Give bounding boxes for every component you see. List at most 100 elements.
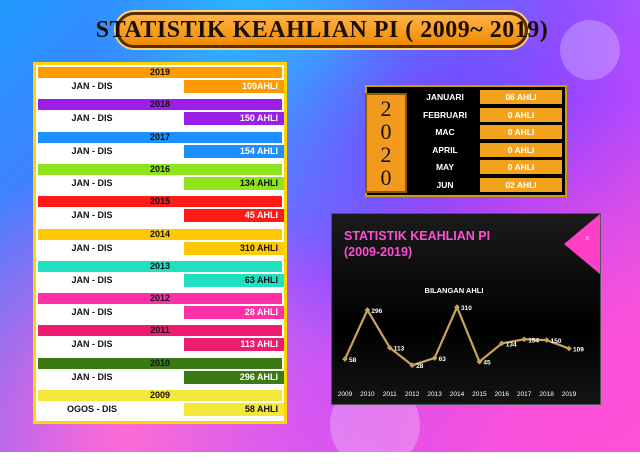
data-label: 113: [394, 346, 405, 353]
month-value: 0 AHLI: [480, 125, 562, 140]
data-point: [364, 307, 371, 313]
month-label: JANUARI: [426, 92, 464, 102]
yearly-stats-panel: 2019 JAN - DIS 109AHLI 2018 JAN - DIS 150 AHL…: [33, 62, 287, 424]
year-header: 2019: [38, 67, 282, 78]
member-count-value: 134 AHLI: [184, 176, 284, 190]
period-label: JAN - DIS: [71, 145, 113, 156]
member-count-value: 28 AHLI: [184, 306, 284, 320]
member-count-value: 154 AHLI: [184, 144, 284, 158]
line-chart: BILANGAN AHLI 58 2009 296 2010 113 2011 28 2012 6…: [338, 286, 584, 398]
period-label: JAN - DIS: [71, 242, 113, 253]
member-count-value: 150 AHLI: [184, 112, 284, 126]
month-label: MAY: [435, 162, 455, 173]
year-header: 2014: [38, 228, 282, 240]
data-point: [543, 337, 550, 343]
badge-digit: 2: [380, 96, 392, 121]
data-point: [454, 304, 460, 310]
period-label: JAN - DIS: [71, 113, 113, 124]
x-tick-label: 2014: [450, 391, 465, 398]
table-row: JAN - DIS 63 AHLI: [38, 273, 284, 288]
data-label: 296: [371, 308, 382, 315]
year-header: 2009: [38, 390, 282, 401]
chart-title-line2: (2009-2019): [344, 245, 413, 259]
member-count-value: 296 AHLI: [184, 370, 284, 384]
chart-corner-label: 5: [586, 236, 589, 242]
x-tick-label: 2012: [405, 391, 420, 398]
month-row: JANUARI 06 AHLI: [410, 90, 564, 104]
data-label: 150: [551, 338, 562, 345]
data-label: 154: [528, 337, 539, 344]
month-value: 0 AHLI: [480, 160, 562, 175]
month-row: MAY 0 AHLI: [410, 160, 564, 175]
member-count-value: 109AHLI: [184, 80, 284, 93]
table-row: JAN - DIS 45 AHLI: [38, 208, 284, 223]
year-header: 2011: [38, 325, 282, 337]
month-label: FEBRUARI: [423, 109, 467, 120]
year-header: 2015: [38, 196, 282, 208]
month-row: FEBRUARI 0 AHLI: [410, 107, 564, 122]
member-count-value: 58 AHLI: [184, 403, 284, 416]
table-row: JAN - DIS 134 AHLI: [38, 176, 284, 191]
data-label: 28: [416, 363, 424, 370]
data-point: [498, 340, 505, 347]
month-value: 0 AHLI: [480, 107, 562, 122]
data-label: 58: [349, 357, 357, 364]
member-count-value: 63 AHLI: [184, 273, 284, 287]
series-line: [343, 304, 570, 367]
period-label: JAN - DIS: [71, 274, 113, 285]
x-tick-label: 2018: [539, 391, 554, 398]
chart-panel: STATISTIK KEAHLIAN PI (2009-2019): [331, 213, 601, 405]
month-row: JUN 02 AHLI: [410, 178, 564, 192]
period-label: JAN - DIS: [71, 81, 113, 91]
member-count-value: 45 AHLI: [184, 209, 284, 223]
month-label: MAC: [435, 127, 455, 138]
badge-digit: 0: [380, 119, 392, 144]
data-label: 310: [461, 305, 472, 312]
background-glow: [560, 20, 620, 80]
chart-corner-decoration: [564, 214, 600, 274]
period-label: JAN - DIS: [71, 371, 113, 382]
year-header: 2016: [38, 163, 282, 175]
badge-digit: 2: [380, 142, 392, 167]
year-header: 2017: [38, 131, 282, 143]
x-tick-label: 2017: [517, 391, 532, 398]
member-count-value: 310 AHLI: [184, 241, 284, 255]
month-value: 02 AHLI: [480, 178, 562, 192]
badge-digit: 0: [380, 165, 392, 190]
table-row: OGOS - DIS 58 AHLI: [38, 402, 284, 417]
x-tick-label: 2010: [360, 391, 375, 398]
month-label: APRIL: [432, 144, 458, 155]
member-count-value: 113 AHLI: [184, 338, 284, 352]
x-tick-label: 2013: [427, 391, 442, 398]
period-label: OGOS - DIS: [66, 404, 117, 414]
data-point: [476, 358, 483, 365]
month-value: 06 AHLI: [480, 90, 562, 104]
table-row: JAN - DIS 296 AHLI: [38, 370, 284, 385]
period-label: JAN - DIS: [71, 177, 113, 188]
table-row: JAN - DIS 109AHLI: [38, 79, 284, 94]
data-point: [566, 345, 572, 352]
table-row: JAN - DIS 113 AHLI: [38, 337, 284, 352]
table-row: JAN - DIS 154 AHLI: [38, 144, 284, 159]
year-header: 2018: [38, 99, 282, 111]
series-label: BILANGAN AHLI: [425, 286, 484, 295]
x-tick-label: 2019: [562, 391, 577, 398]
x-tick-label: 2009: [338, 391, 353, 398]
data-label: 45: [483, 360, 491, 367]
x-tick-label: 2015: [472, 391, 487, 398]
year-header: 2012: [38, 293, 282, 305]
data-label: 134: [506, 341, 517, 348]
month-label: JUN: [436, 180, 454, 190]
x-tick-label: 2016: [495, 391, 510, 398]
period-label: JAN - DIS: [71, 307, 113, 318]
page-title: STATISTIK KEAHLIAN PI ( 2009~ 2019): [95, 16, 549, 43]
year-header: 2010: [38, 357, 282, 369]
data-label: 109: [573, 347, 584, 354]
chart-title: STATISTIK KEAHLIAN PI (2009-2019): [344, 228, 490, 260]
data-point: [409, 362, 416, 369]
page-title-banner: STATISTIK KEAHLIAN PI ( 2009~ 2019): [96, 12, 548, 48]
year-header: 2013: [38, 260, 282, 272]
period-label: JAN - DIS: [71, 210, 113, 221]
month-row: APRIL 0 AHLI: [410, 142, 564, 157]
table-row: JAN - DIS 150 AHLI: [38, 111, 284, 126]
